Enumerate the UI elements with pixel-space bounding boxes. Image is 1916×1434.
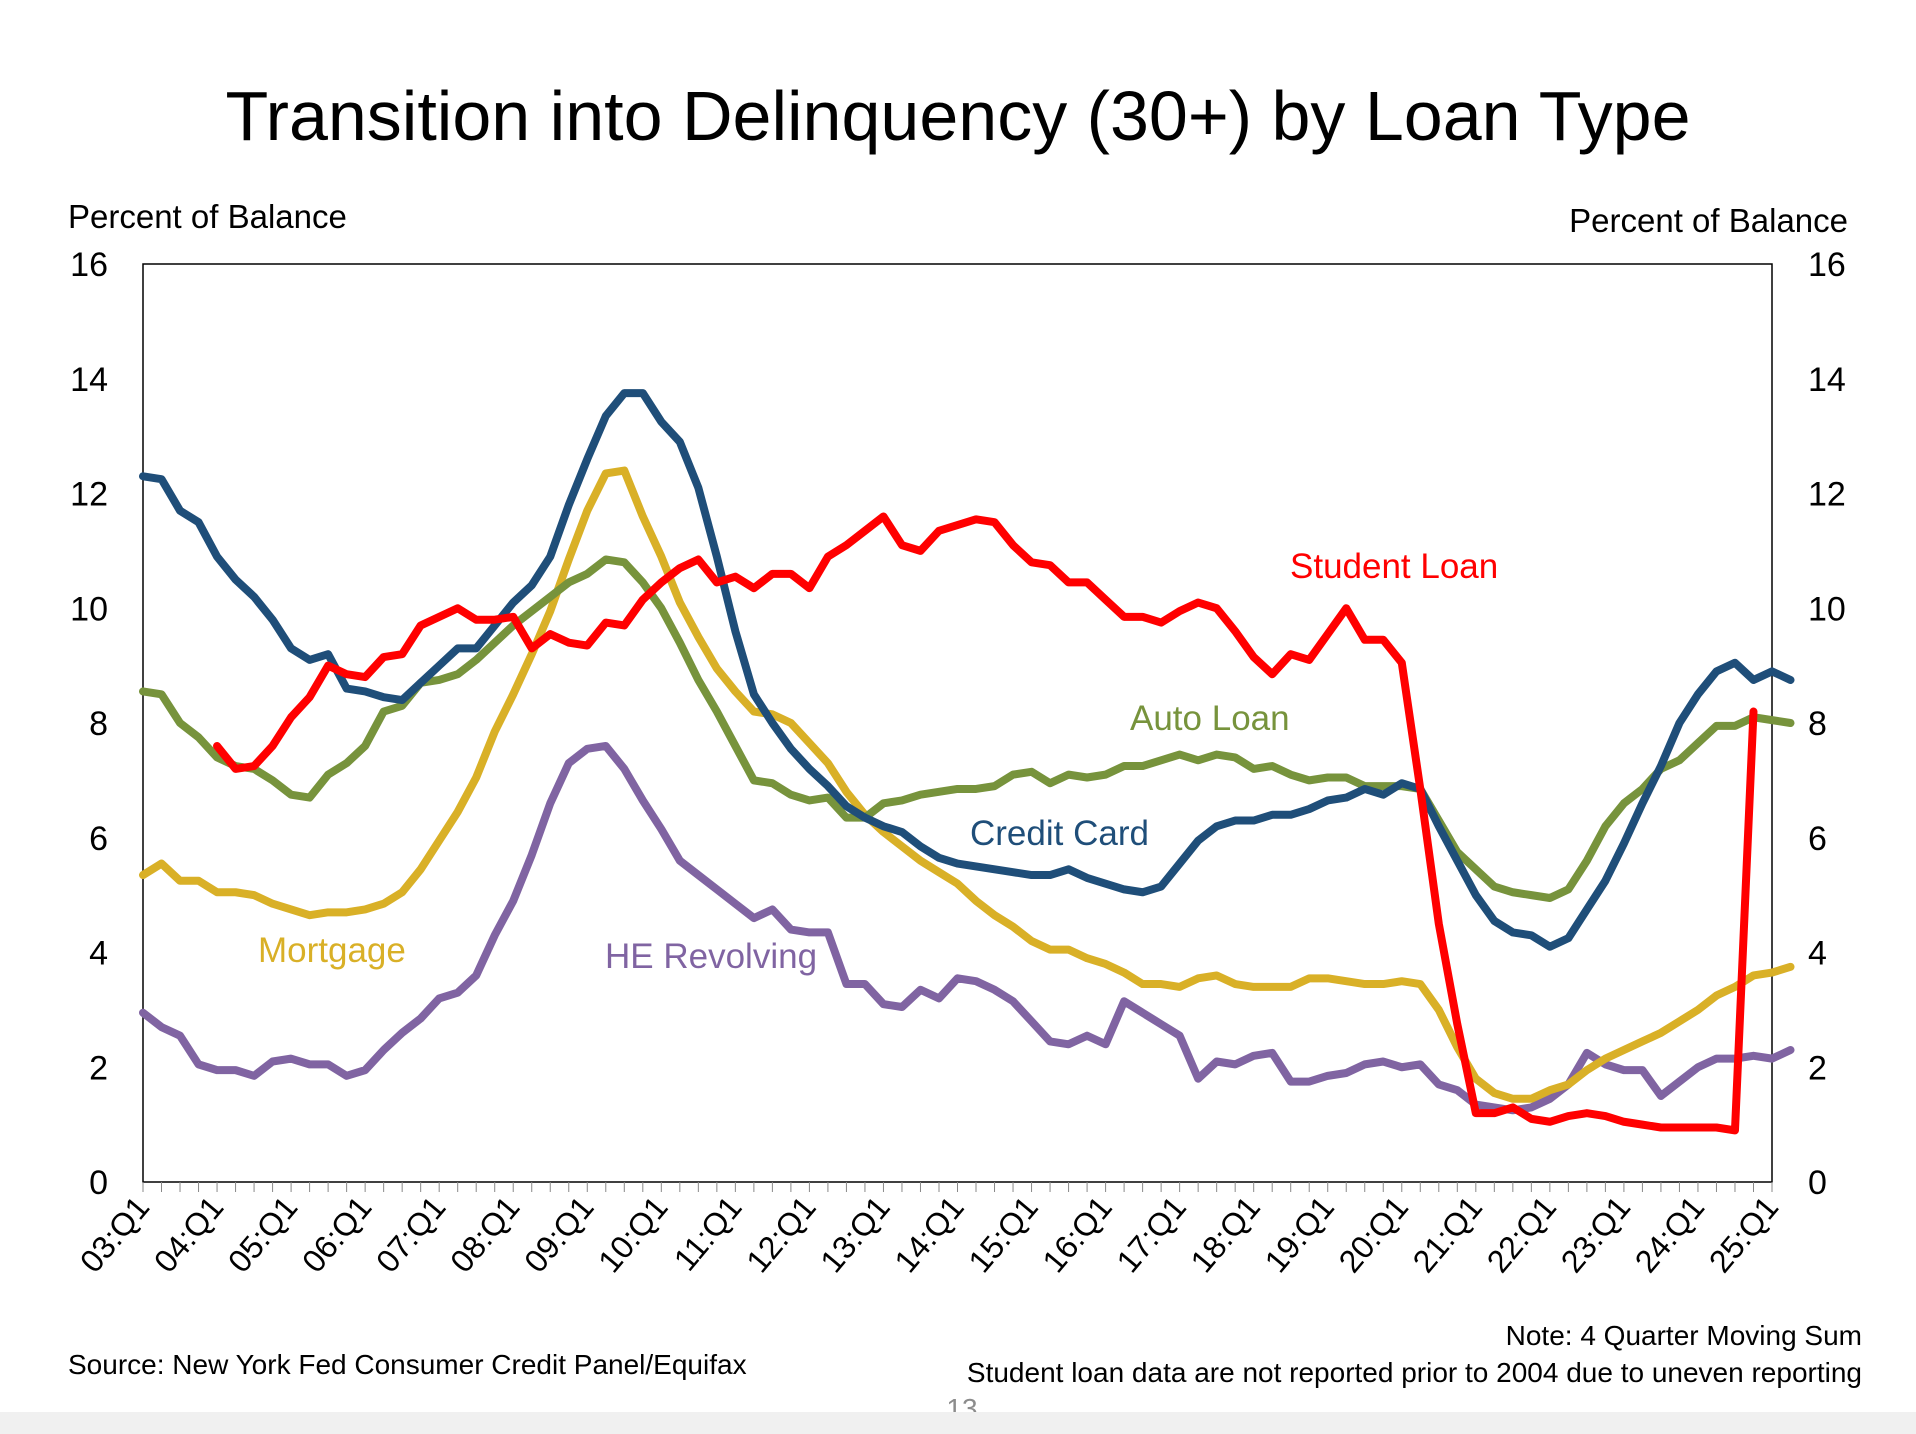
y-tick-label-left: 14 [70, 361, 108, 399]
x-tick-label: 22:Q1 [1480, 1189, 1564, 1279]
x-tick-label: 11:Q1 [667, 1189, 749, 1277]
x-tick-label: 24:Q1 [1628, 1189, 1712, 1279]
x-tick-label: 17:Q1 [1109, 1189, 1193, 1279]
y-tick-label-right: 0 [1808, 1164, 1827, 1202]
series-line-mortgage [139, 466, 1795, 1103]
series-labels: Student Loan Auto Loan Credit Card Mortgage… [258, 547, 1498, 976]
series-line-student-loan [213, 512, 1758, 1135]
y-axis-label-right: Percent of Balance [1569, 202, 1848, 239]
x-tick-label: 06:Q1 [295, 1189, 379, 1279]
x-tick-label: 21:Q1 [1406, 1189, 1490, 1279]
x-tick-label: 08:Q1 [443, 1189, 527, 1279]
y-tick-label-right: 4 [1808, 935, 1827, 973]
x-tick-label: 12:Q1 [739, 1189, 823, 1279]
x-tick-label: 25:Q1 [1702, 1189, 1786, 1279]
y-tick-label-left: 12 [70, 476, 108, 514]
series-label-auto-loan: Auto Loan [1130, 699, 1290, 738]
y-tick-label-left: 4 [89, 935, 108, 973]
bottom-bar [0, 1412, 1916, 1434]
series-line-he-revolving [139, 741, 1795, 1115]
x-tick-label: 10:Q1 [591, 1189, 675, 1279]
x-tick-label: 19:Q1 [1257, 1189, 1341, 1279]
y-tick-label-left: 0 [89, 1164, 108, 1202]
source-note: Source: New York Fed Consumer Credit Pan… [68, 1349, 747, 1380]
y-tick-label-left: 6 [89, 820, 108, 858]
x-tick-label: 07:Q1 [369, 1189, 453, 1279]
y-tick-label-right: 6 [1808, 820, 1827, 858]
y-tick-label-left: 8 [89, 705, 108, 743]
series-label-credit-card: Credit Card [970, 814, 1149, 853]
series-label-mortgage: Mortgage [258, 931, 406, 970]
series-line-credit-card [139, 389, 1795, 951]
x-axis: 03:Q104:Q105:Q106:Q107:Q108:Q109:Q110:Q1… [73, 1182, 1786, 1279]
y-tick-label-right: 10 [1808, 590, 1846, 628]
y-tick-label-right: 8 [1808, 705, 1827, 743]
x-tick-label: 14:Q1 [887, 1189, 971, 1279]
y-axis-left: 0 2 4 6 8 10 12 14 16 [70, 246, 108, 1202]
y-tick-label-right: 14 [1808, 361, 1846, 399]
x-tick-label: 03:Q1 [73, 1189, 157, 1279]
student-loan-note: Student loan data are not reported prior… [967, 1357, 1862, 1388]
chart-title: Transition into Delinquency (30+) by Loa… [225, 77, 1690, 155]
series-line-auto-loan [139, 555, 1795, 902]
x-tick-label: 18:Q1 [1183, 1189, 1267, 1279]
y-tick-label-left: 10 [70, 590, 108, 628]
y-axis-label-left: Percent of Balance [68, 198, 347, 235]
x-tick-label: 15:Q1 [961, 1189, 1045, 1279]
x-tick-label: 16:Q1 [1035, 1189, 1119, 1279]
y-tick-label-left: 16 [70, 246, 108, 284]
x-tick-label: 09:Q1 [517, 1189, 601, 1279]
y-tick-label-right: 12 [1808, 476, 1846, 514]
x-tick-label: 23:Q1 [1554, 1189, 1638, 1279]
x-tick-label: 05:Q1 [221, 1189, 305, 1279]
y-tick-label-left: 2 [89, 1049, 108, 1087]
series-label-student-loan: Student Loan [1290, 547, 1498, 586]
y-axis-right: 0 2 4 6 8 10 12 14 16 [1808, 246, 1846, 1202]
moving-sum-note: Note: 4 Quarter Moving Sum [1506, 1320, 1862, 1351]
y-tick-label-right: 16 [1808, 246, 1846, 284]
y-tick-label-right: 2 [1808, 1049, 1827, 1087]
series-lines [139, 389, 1795, 1135]
series-label-he-revolving: HE Revolving [605, 937, 817, 976]
x-tick-label: 13:Q1 [813, 1189, 897, 1279]
x-tick-label: 04:Q1 [147, 1189, 231, 1279]
x-tick-label: 20:Q1 [1332, 1189, 1416, 1279]
